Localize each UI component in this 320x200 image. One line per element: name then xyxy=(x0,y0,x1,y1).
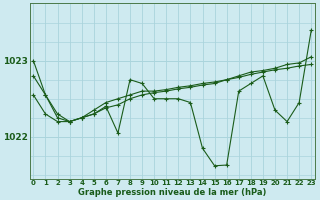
X-axis label: Graphe pression niveau de la mer (hPa): Graphe pression niveau de la mer (hPa) xyxy=(78,188,267,197)
